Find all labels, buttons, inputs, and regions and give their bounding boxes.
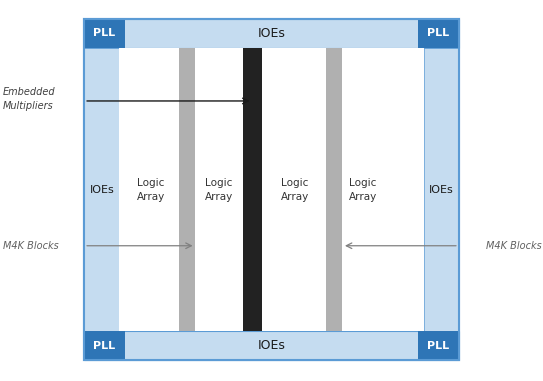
Text: IOEs: IOEs xyxy=(90,184,114,195)
Bar xyxy=(418,19,459,48)
Bar xyxy=(326,48,342,331)
Text: IOEs: IOEs xyxy=(257,27,286,40)
Bar xyxy=(179,48,195,331)
Text: M4K Blocks: M4K Blocks xyxy=(486,241,542,251)
Bar xyxy=(119,48,424,331)
Bar xyxy=(84,48,119,331)
Text: Embedded
Multipliers: Embedded Multipliers xyxy=(3,88,55,110)
Bar xyxy=(84,19,459,48)
Bar xyxy=(84,19,459,360)
Text: PLL: PLL xyxy=(93,28,116,38)
Bar xyxy=(243,48,262,331)
Text: IOEs: IOEs xyxy=(429,184,453,195)
Text: Logic
Array: Logic Array xyxy=(281,179,309,202)
Bar xyxy=(84,19,459,360)
Text: PLL: PLL xyxy=(93,341,116,351)
Bar xyxy=(84,331,459,360)
Bar xyxy=(424,48,459,331)
Bar xyxy=(84,331,125,360)
Text: Logic
Array: Logic Array xyxy=(349,179,377,202)
Text: Logic
Array: Logic Array xyxy=(137,179,165,202)
Text: PLL: PLL xyxy=(427,28,450,38)
Text: PLL: PLL xyxy=(427,341,450,351)
Text: IOEs: IOEs xyxy=(257,339,286,352)
Text: Logic
Array: Logic Array xyxy=(205,179,233,202)
Bar xyxy=(418,331,459,360)
Text: M4K Blocks: M4K Blocks xyxy=(3,241,59,251)
Bar xyxy=(84,19,125,48)
